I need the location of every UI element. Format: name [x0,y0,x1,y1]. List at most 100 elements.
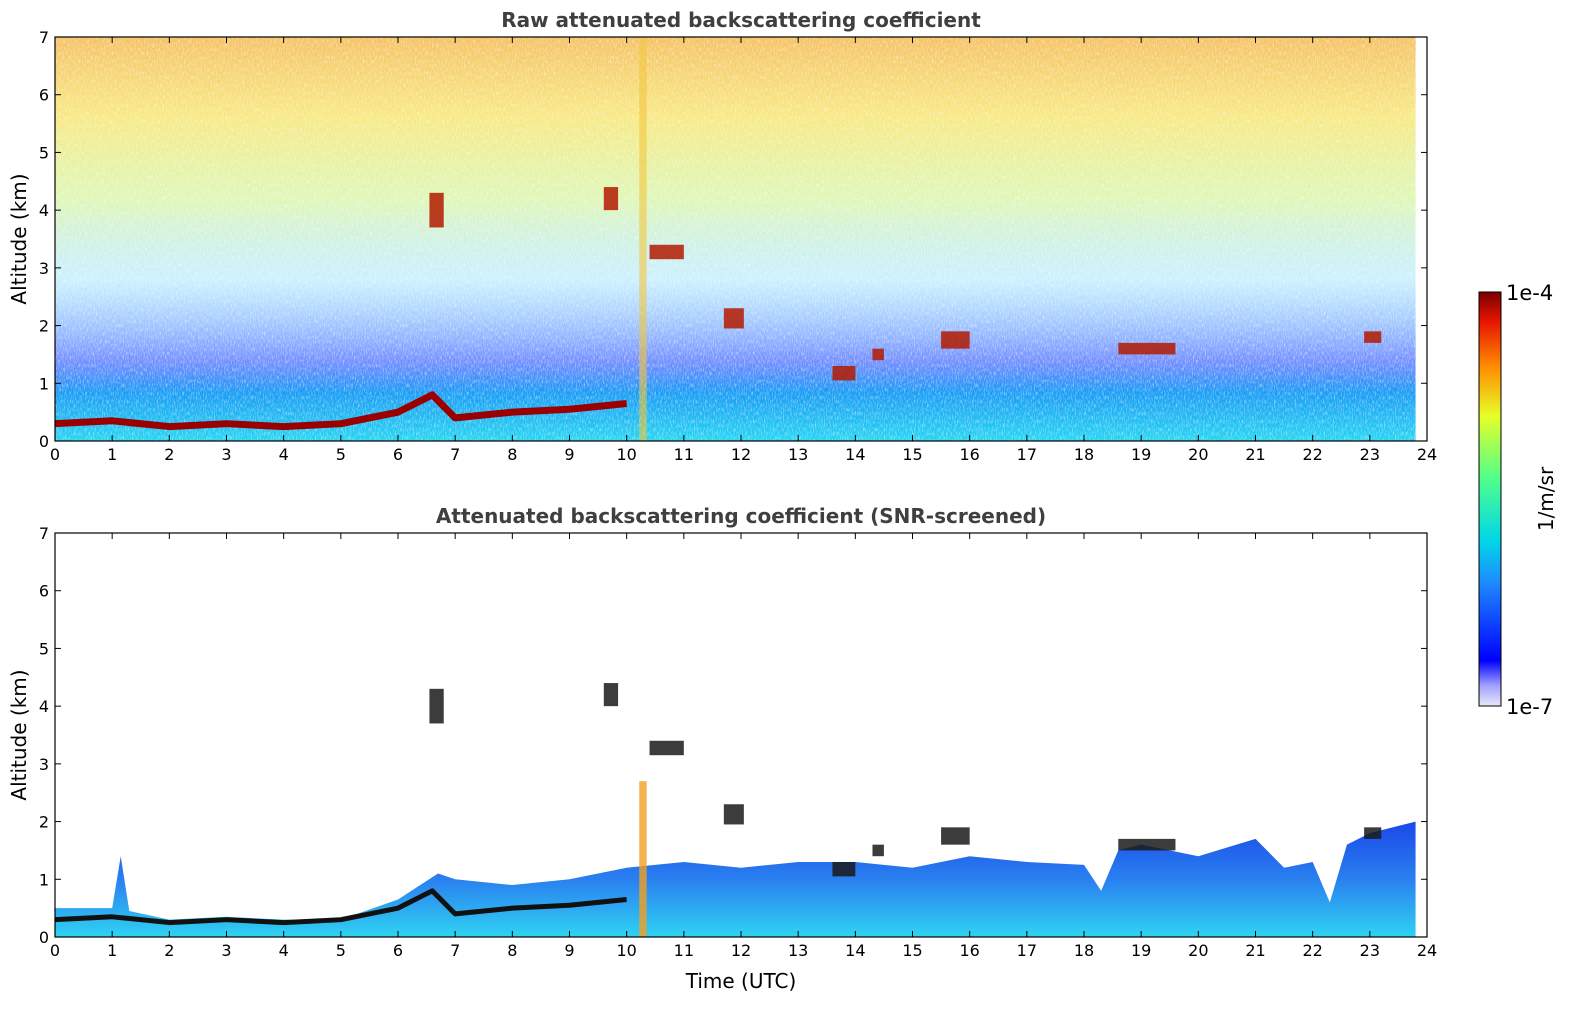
x-ticks-raw: 0 1 2 3 4 5 6 7 8 9 10 11 12 13 14 15 16 17 18 19 20 21 22 23 24 [50,37,1437,464]
colorbar-unit-label: 1/m/sr [1534,466,1558,531]
raw-features [55,37,1382,441]
x-tick-label: 16 [959,445,979,464]
x-tick-label: 23 [1360,445,1380,464]
x-tick-label: 16 [959,941,979,960]
cloud-feature [1118,342,1176,355]
x-tick-label: 9 [564,941,574,960]
y-tick-label: 5 [39,143,49,162]
x-tick-label: 21 [1245,445,1265,464]
boundary-layer-screened [55,888,627,926]
x-tick-label: 20 [1188,445,1208,464]
y-tick-label: 2 [39,317,49,336]
cloud-feature-screened [872,844,884,857]
cloud-feature [941,331,970,349]
cloud-feature-screened [603,683,619,707]
cloud-feature [872,348,884,361]
x-tick-label: 24 [1417,445,1437,464]
y-tick-label: 3 [39,755,49,774]
x-tick-label: 9 [564,445,574,464]
x-tick-label: 18 [1074,941,1094,960]
cloud-feature-screened [1118,838,1176,851]
x-tick-label: 8 [507,445,517,464]
y-tick-label: 6 [39,582,49,601]
x-tick-label: 24 [1417,941,1437,960]
x-tick-label: 18 [1074,445,1094,464]
y-tick-label: 6 [39,86,49,105]
cloud-feature-screened [649,740,684,756]
cloud-feature [1364,331,1382,343]
y-tick-label: 2 [39,813,49,832]
y-axis-label-screened: Altitude (km) [7,669,31,800]
precipitation-column-screened [639,781,647,937]
y-ticks-screened: 0 1 2 3 4 5 6 7 [39,524,1427,947]
y-tick-label: 4 [39,697,49,716]
x-tick-label: 22 [1302,445,1322,464]
y-tick-label: 1 [39,870,49,889]
cloud-feature [429,192,444,228]
boundary-layer-aerosol [55,391,628,431]
y-tick-label: 7 [39,524,49,543]
x-tick-label: 5 [336,445,346,464]
colorbar-max-label: 1e-4 [1506,281,1553,305]
cloud-feature-screened [723,804,744,825]
cloud-feature-screened [1364,827,1382,839]
x-tick-label: 13 [788,445,808,464]
cloud-feature [723,308,744,329]
y-ticks-raw: 0 1 2 3 4 5 6 7 [39,28,1427,451]
x-tick-label: 15 [902,445,922,464]
x-tick-label: 1 [107,445,117,464]
x-tick-label: 11 [674,445,694,464]
precipitation-column [639,37,647,441]
cloud-feature [603,187,619,211]
x-tick-label: 2 [164,445,174,464]
cloud-feature [649,244,684,260]
x-tick-label: 0 [50,941,60,960]
x-tick-label: 22 [1302,941,1322,960]
x-tick-label: 13 [788,941,808,960]
x-tick-label: 3 [221,941,231,960]
x-tick-label: 20 [1188,941,1208,960]
x-tick-label: 12 [731,941,751,960]
panel-title-raw: Raw attenuated backscattering coefficien… [501,8,981,32]
raw-speckle-overlay [55,37,1416,441]
panel-screened: Attenuated backscattering coefficient (S… [7,504,1437,993]
x-tick-label: 6 [393,445,403,464]
x-tick-label: 14 [845,941,865,960]
colorbar-min-label: 1e-7 [1506,695,1553,719]
panel-title-screened: Attenuated backscattering coefficient (S… [436,504,1046,528]
x-axis-label: Time (UTC) [685,969,797,993]
x-tick-label: 12 [731,445,751,464]
x-tick-label: 7 [450,445,460,464]
x-tick-label: 10 [616,941,636,960]
x-tick-label: 2 [164,941,174,960]
x-tick-label: 23 [1360,941,1380,960]
x-tick-label: 7 [450,941,460,960]
x-tick-label: 3 [221,445,231,464]
x-tick-label: 17 [1017,941,1037,960]
panel-raw: Raw attenuated backscattering coefficien… [7,8,1437,464]
y-tick-label: 1 [39,374,49,393]
x-tick-label: 1 [107,941,117,960]
x-tick-label: 21 [1245,941,1265,960]
x-tick-label: 8 [507,941,517,960]
y-tick-label: 3 [39,259,49,278]
y-tick-label: 5 [39,639,49,658]
screened-features [55,683,1382,937]
y-tick-label: 0 [39,928,49,947]
y-tick-label: 0 [39,432,49,451]
cloud-feature [832,365,856,381]
x-ticks-screened: 0 1 2 3 4 5 6 7 8 9 10 11 12 13 14 15 16 17 18 19 20 21 22 23 24 [50,533,1437,960]
y-axis-label-raw: Altitude (km) [7,173,31,304]
x-tick-label: 4 [279,445,289,464]
x-tick-label: 14 [845,445,865,464]
x-tick-label: 19 [1131,445,1151,464]
cloud-feature-screened [941,827,970,845]
colorbar-gradient [1478,291,1502,707]
x-tick-label: 0 [50,445,60,464]
x-tick-label: 17 [1017,445,1037,464]
x-tick-label: 4 [279,941,289,960]
colorbar: 1e-4 1e-7 1/m/sr [1478,281,1558,719]
x-tick-label: 10 [616,445,636,464]
x-tick-label: 19 [1131,941,1151,960]
x-tick-label: 15 [902,941,922,960]
